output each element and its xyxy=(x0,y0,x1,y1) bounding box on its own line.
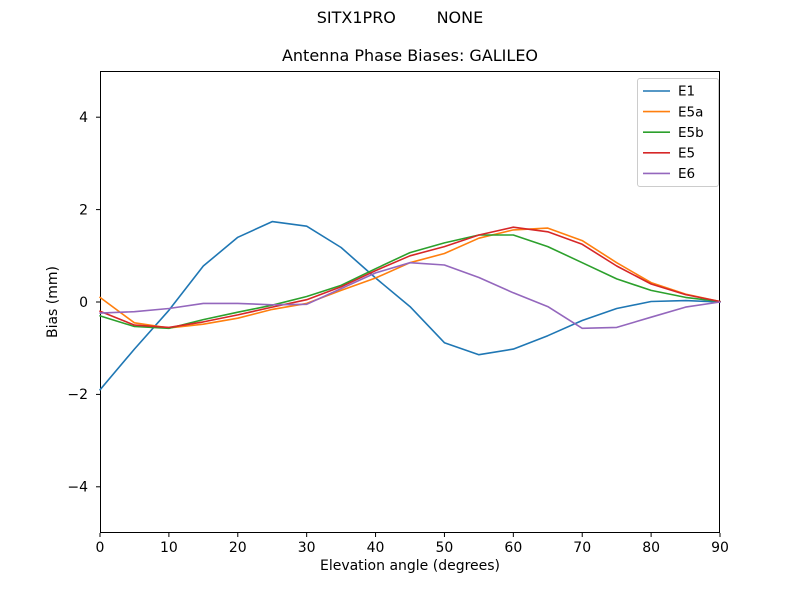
series-line-E1 xyxy=(99,220,721,391)
x-tick-label: 30 xyxy=(298,540,316,556)
x-tick-label: 0 xyxy=(96,540,105,556)
series-line-E6 xyxy=(99,261,721,330)
y-tick-label: 0 xyxy=(79,295,88,311)
plot-area xyxy=(100,71,720,533)
series-lines xyxy=(99,220,721,391)
x-tick-label: 80 xyxy=(642,540,660,556)
y-tick-label: 2 xyxy=(79,202,88,218)
x-tick-label: 70 xyxy=(573,540,591,556)
y-tick-label: −4 xyxy=(67,480,88,496)
y-tick-label: 4 xyxy=(79,110,88,126)
figure-suptitle: SITX1PRO NONE xyxy=(316,8,484,27)
y-axis-ticks: −4 −2 0 2 4 xyxy=(67,110,100,496)
y-tick-label: −2 xyxy=(67,387,88,403)
legend-label-E5a: E5a xyxy=(678,104,703,120)
legend: E1 E5a E5b E5 E6 xyxy=(637,78,719,187)
legend-label-E6: E6 xyxy=(678,166,695,182)
series-line-E5b xyxy=(99,234,721,330)
axes-title: Antenna Phase Biases: GALILEO xyxy=(281,46,539,65)
legend-label-E5b: E5b xyxy=(678,125,704,141)
x-tick-label: 90 xyxy=(711,540,729,556)
x-tick-label: 10 xyxy=(160,540,178,556)
x-tick-label: 40 xyxy=(367,540,385,556)
legend-box xyxy=(637,78,719,187)
x-axis-label: Elevation angle (degrees) xyxy=(320,558,500,574)
x-tick-label: 50 xyxy=(436,540,454,556)
legend-label-E5: E5 xyxy=(678,146,695,162)
x-axis-ticks: 0 10 20 30 40 50 60 70 80 90 xyxy=(96,533,729,556)
series-line-E5 xyxy=(99,226,721,329)
x-tick-label: 60 xyxy=(504,540,522,556)
legend-label-E1: E1 xyxy=(678,84,695,100)
y-axis-label: Bias (mm) xyxy=(45,266,61,338)
x-tick-label: 20 xyxy=(229,540,247,556)
